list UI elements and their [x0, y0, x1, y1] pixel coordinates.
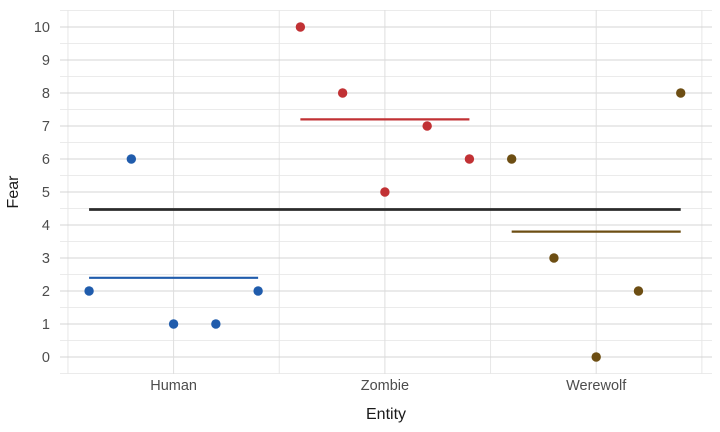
x-tick-label: Zombie [361, 378, 409, 394]
data-point-werewolf [549, 253, 559, 263]
data-point-zombie [295, 22, 306, 32]
x-axis-title: Entity [365, 406, 407, 423]
y-tick-label: 2 [42, 284, 50, 300]
data-point-human [211, 319, 221, 329]
data-point-zombie [422, 121, 432, 131]
y-tick-label: 0 [42, 350, 50, 366]
y-tick-label: 8 [42, 86, 50, 102]
data-point-werewolf [633, 286, 644, 296]
x-tick-label: Human [150, 378, 197, 394]
y-tick-label: 4 [42, 218, 50, 234]
x-tick-label: Werewolf [566, 378, 627, 394]
y-tick-label: 3 [42, 251, 50, 267]
data-point-zombie [380, 187, 390, 197]
data-point-human [253, 286, 263, 296]
y-tick-label: 6 [42, 152, 50, 168]
data-point-human [84, 286, 94, 296]
y-axis-title: Fear [5, 175, 22, 209]
data-point-werewolf [591, 352, 601, 362]
y-tick-label: 5 [42, 185, 50, 201]
y-tick-label: 9 [42, 53, 50, 69]
data-point-human [168, 319, 179, 329]
data-point-werewolf [676, 88, 686, 98]
data-point-human [126, 154, 137, 164]
y-tick-label: 7 [42, 119, 50, 135]
data-point-zombie [464, 154, 475, 164]
y-tick-label: 10 [34, 20, 50, 36]
data-point-werewolf [506, 154, 517, 164]
data-point-zombie [337, 88, 348, 98]
y-tick-label: 1 [42, 317, 50, 333]
